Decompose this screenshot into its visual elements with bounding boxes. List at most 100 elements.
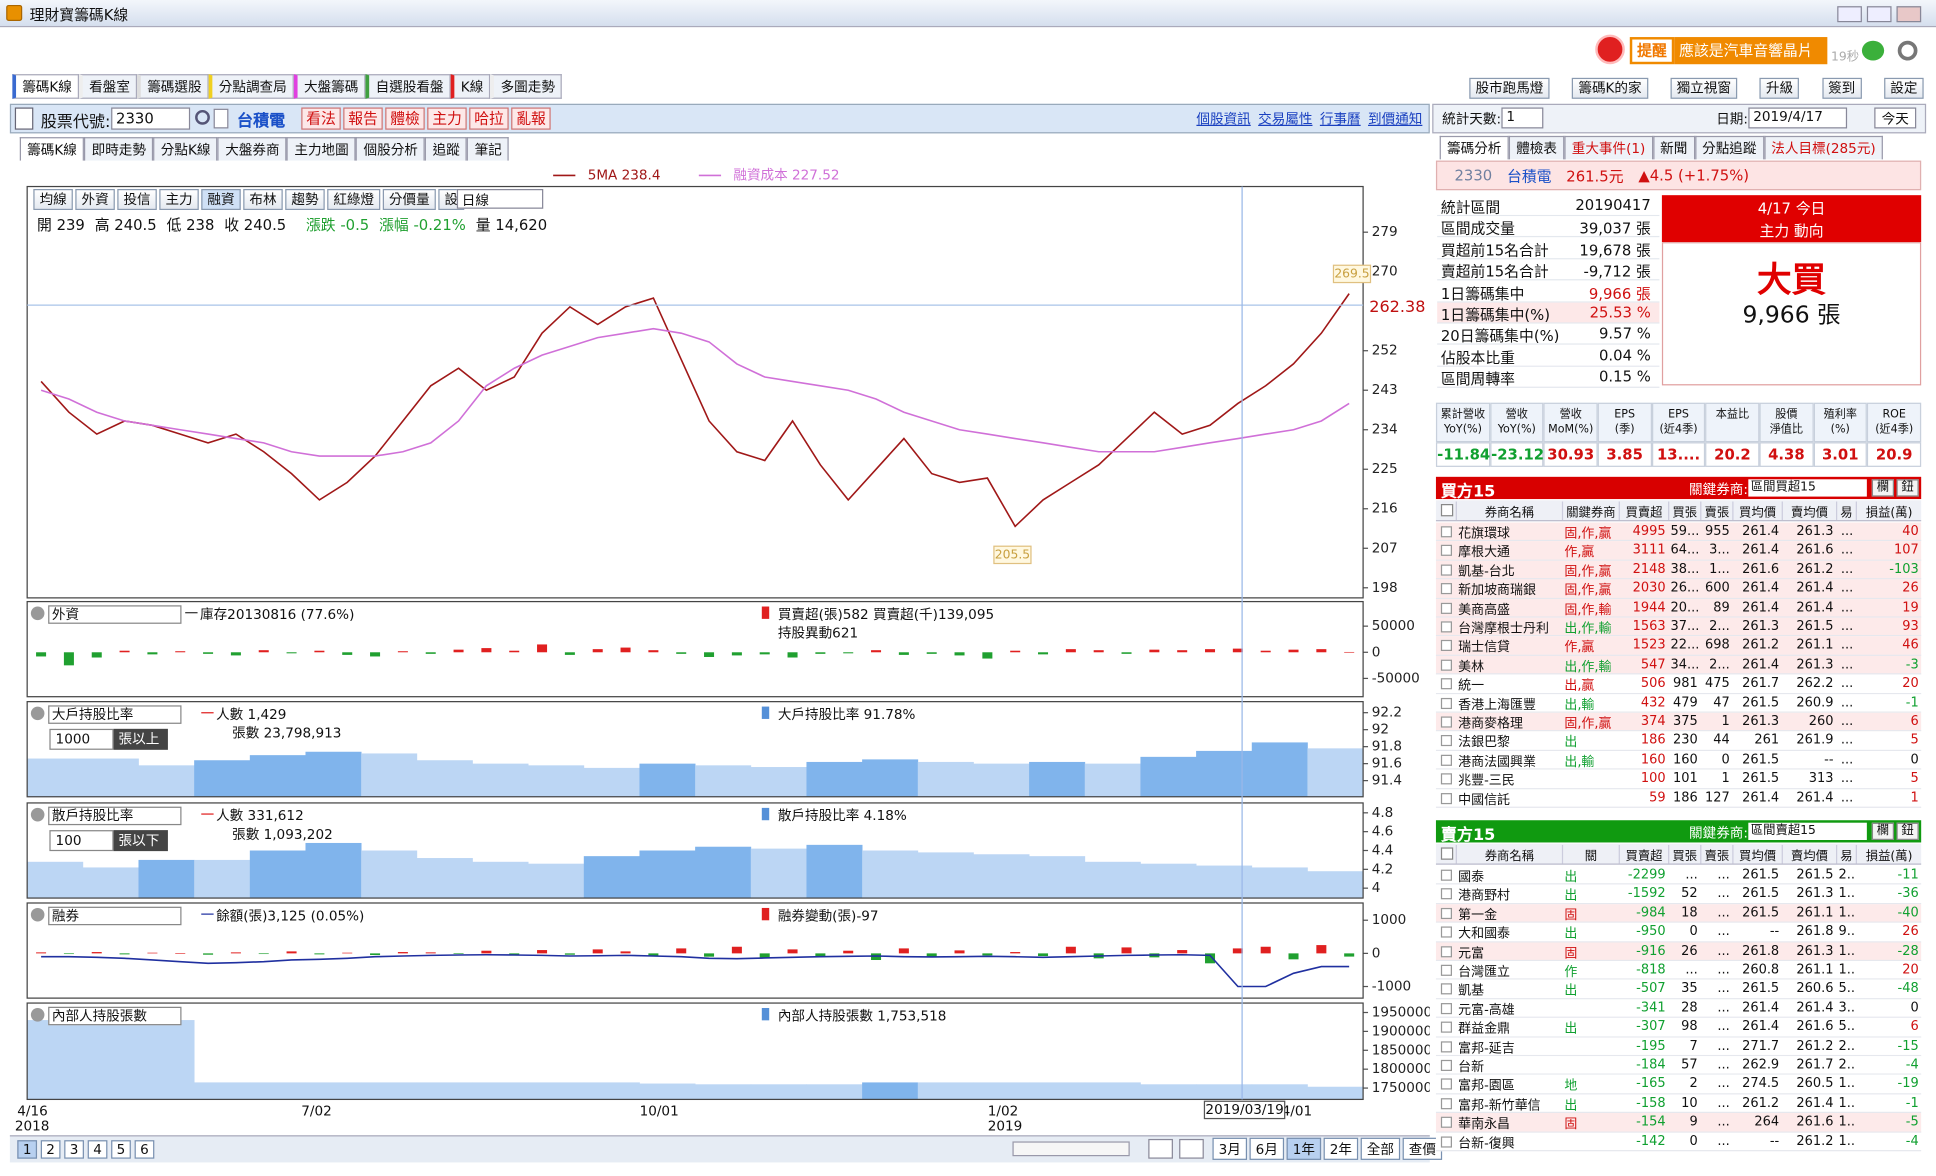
- notice-tag[interactable]: 提醒: [1629, 37, 1675, 65]
- toolbar-button[interactable]: 趨勢: [285, 188, 325, 210]
- page-button[interactable]: 2: [40, 1139, 61, 1159]
- period-select[interactable]: 日線: [456, 188, 544, 209]
- panel-select[interactable]: 內部人持股張數: [48, 1006, 182, 1026]
- row-checkbox[interactable]: [1440, 926, 1452, 938]
- side-tab[interactable]: 法人目標(285元): [1763, 135, 1884, 159]
- key-select[interactable]: 區間買超15: [1748, 479, 1867, 497]
- window-control[interactable]: [1896, 6, 1922, 23]
- action-button[interactable]: 體檢: [385, 107, 425, 130]
- tool-button[interactable]: 升級: [1759, 77, 1800, 99]
- row-checkbox[interactable]: [1440, 526, 1452, 538]
- tool-button[interactable]: 籌碼K的家: [1572, 77, 1648, 99]
- row-checkbox[interactable]: [1440, 1021, 1452, 1033]
- row-checkbox[interactable]: [1440, 888, 1452, 900]
- nav-tab[interactable]: K線: [450, 74, 491, 99]
- table-row[interactable]: [1435, 1056, 1922, 1076]
- table-row[interactable]: [1435, 1037, 1922, 1057]
- row-checkbox[interactable]: [1440, 792, 1452, 804]
- side-tab[interactable]: 體檢表: [1508, 135, 1565, 159]
- table-button[interactable]: 欄: [1871, 822, 1895, 840]
- row-checkbox[interactable]: [1440, 1135, 1452, 1148]
- row-checkbox[interactable]: [1440, 1059, 1452, 1071]
- side-tab[interactable]: 籌碼分析: [1439, 135, 1509, 159]
- today-button[interactable]: 今天: [1874, 107, 1917, 129]
- side-tab[interactable]: 新聞: [1652, 135, 1695, 159]
- sub-tab[interactable]: 籌碼K線: [19, 136, 85, 160]
- toolbar-button[interactable]: 主力: [159, 188, 199, 210]
- row-checkbox[interactable]: [1440, 640, 1452, 652]
- toolbar-button[interactable]: 均線: [33, 188, 73, 210]
- page-button[interactable]: 1: [17, 1139, 38, 1159]
- table-row[interactable]: [1435, 731, 1922, 751]
- nav-tab[interactable]: 看盤室: [79, 74, 138, 99]
- row-checkbox[interactable]: [1440, 697, 1452, 709]
- table-row[interactable]: [1435, 922, 1922, 943]
- sub-tab[interactable]: 主力地圖: [286, 136, 357, 160]
- days-select[interactable]: 1: [1501, 107, 1544, 129]
- row-checkbox[interactable]: [1440, 964, 1452, 976]
- window-control[interactable]: [1837, 6, 1862, 23]
- row-checkbox[interactable]: [1440, 1097, 1452, 1110]
- table-row[interactable]: [1435, 522, 1922, 542]
- stock-link[interactable]: 到價通知: [1368, 111, 1423, 128]
- table-row[interactable]: [1435, 579, 1922, 599]
- sub-tab[interactable]: 筆記: [467, 136, 510, 160]
- side-tab[interactable]: 重大事件(1): [1564, 135, 1653, 159]
- table-row[interactable]: [1435, 598, 1922, 618]
- table-row[interactable]: [1435, 750, 1922, 770]
- row-checkbox[interactable]: [1440, 621, 1452, 633]
- table-row[interactable]: [1435, 1094, 1922, 1114]
- panel-close[interactable]: [30, 1007, 45, 1022]
- row-checkbox[interactable]: [1440, 545, 1452, 557]
- zoom-button[interactable]: [1148, 1138, 1173, 1159]
- panel-close[interactable]: [30, 907, 45, 922]
- nav-tab[interactable]: 籌碼選股: [137, 74, 209, 99]
- table-row[interactable]: [1435, 980, 1922, 1000]
- table-row[interactable]: [1435, 788, 1922, 808]
- tool-button[interactable]: 獨立視窗: [1670, 77, 1738, 99]
- table-row[interactable]: [1435, 560, 1922, 580]
- settings-icon[interactable]: [1897, 40, 1918, 61]
- table-button[interactable]: 鈕: [1896, 479, 1919, 497]
- row-checkbox[interactable]: [1440, 1040, 1452, 1052]
- table-row[interactable]: [1435, 961, 1922, 981]
- table-button[interactable]: 鈕: [1896, 822, 1919, 840]
- sub-tab[interactable]: 大盤券商: [217, 136, 287, 160]
- tool-button[interactable]: 簽到: [1821, 77, 1862, 99]
- stock-code-input[interactable]: 2330: [111, 107, 191, 130]
- sub-tab[interactable]: 追蹤: [425, 136, 468, 160]
- stock-link[interactable]: 個股資訊: [1196, 111, 1251, 128]
- row-checkbox[interactable]: [1440, 678, 1452, 690]
- date-select[interactable]: 2019/4/17: [1748, 107, 1848, 129]
- table-row[interactable]: [1435, 617, 1922, 637]
- toolbar-button[interactable]: 投信: [117, 188, 157, 210]
- scrollbar[interactable]: [1012, 1141, 1130, 1157]
- row-checkbox[interactable]: [1440, 773, 1452, 785]
- table-row[interactable]: [1435, 769, 1922, 789]
- table-row[interactable]: [1435, 999, 1922, 1019]
- stock-link[interactable]: 交易屬性: [1258, 111, 1313, 128]
- table-row[interactable]: [1435, 1075, 1922, 1095]
- row-checkbox[interactable]: [1440, 1002, 1452, 1014]
- table-button[interactable]: 欄: [1871, 479, 1895, 497]
- stock-link[interactable]: 行事曆: [1319, 111, 1361, 128]
- panel-select[interactable]: 外資: [48, 605, 182, 624]
- nav-tab[interactable]: 籌碼K線: [12, 74, 80, 99]
- side-tab[interactable]: 分點追蹤: [1694, 135, 1764, 159]
- action-button[interactable]: 報告: [343, 107, 383, 130]
- header-checkbox[interactable]: [1440, 503, 1454, 517]
- toolbar-button[interactable]: 分價量: [382, 188, 436, 210]
- panel-select[interactable]: 融券: [48, 906, 182, 926]
- nav-tab[interactable]: 大盤籌碼: [294, 74, 366, 99]
- header-checkbox[interactable]: [1440, 847, 1454, 860]
- row-checkbox[interactable]: [1440, 907, 1452, 919]
- action-button[interactable]: 看法: [301, 107, 341, 130]
- page-button[interactable]: 4: [87, 1139, 108, 1159]
- sub-tab[interactable]: 即時走勢: [84, 136, 154, 160]
- table-row[interactable]: [1435, 712, 1922, 732]
- row-checkbox[interactable]: [1440, 716, 1452, 728]
- page-button[interactable]: 6: [134, 1139, 155, 1159]
- table-row[interactable]: [1435, 865, 1922, 885]
- toolbar-button[interactable]: 融資: [201, 188, 241, 210]
- zoom-button[interactable]: [1179, 1138, 1204, 1159]
